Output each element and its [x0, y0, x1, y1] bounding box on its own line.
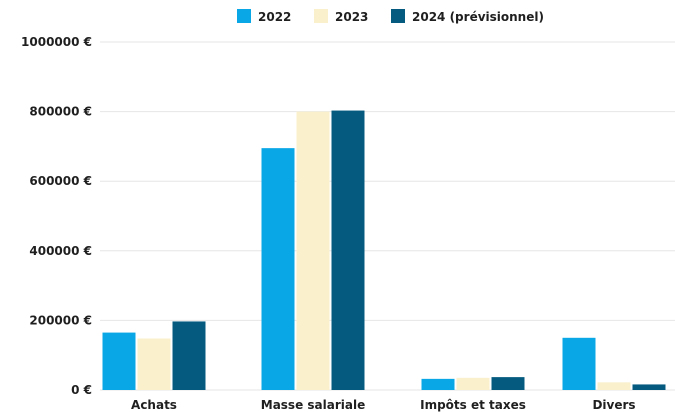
legend-swatch-2023	[314, 9, 328, 23]
x-category-label: Masse salariale	[261, 398, 365, 412]
y-tick-label: 200000 €	[29, 313, 92, 327]
bar-masse-salariale-2022	[261, 148, 295, 390]
y-tick-label: 600000 €	[29, 174, 92, 188]
bar-achats-2024-previsionnel	[172, 321, 206, 390]
bar-masse-salariale-2023	[296, 111, 330, 390]
legend-swatch-2022	[237, 9, 251, 23]
x-category-label: Impôts et taxes	[420, 398, 526, 412]
legend-label-2024-previsionnel: 2024 (prévisionnel)	[412, 10, 544, 24]
bar-impots-et-taxes-2023	[456, 377, 490, 390]
bar-achats-2023	[137, 338, 171, 390]
bar-masse-salariale-2024-previsionnel	[331, 110, 365, 390]
x-axis: Achats Masse salariale Impôts et taxes Dive…	[131, 398, 636, 412]
y-tick-label: 400000 €	[29, 244, 92, 258]
y-tick-label: 1000000 €	[21, 35, 92, 49]
y-tick-label: 800000 €	[29, 105, 92, 119]
legend-label-2023: 2023	[335, 10, 368, 24]
legend-swatch-2024-previsionnel	[391, 9, 405, 23]
bar-impots-et-taxes-2024-previsionnel	[491, 377, 525, 390]
bar-achats-2022	[102, 332, 136, 390]
legend-label-2022: 2022	[258, 10, 291, 24]
legend: 2022 2023 2024 (prévisionnel)	[237, 9, 544, 24]
bar-impots-et-taxes-2022	[421, 378, 455, 390]
x-category-label: Achats	[131, 398, 177, 412]
x-category-label: Divers	[592, 398, 635, 412]
y-axis: 0 € 200000 € 400000 € 600000 € 800000 € 10000…	[21, 35, 92, 397]
bar-divers-2023	[597, 382, 631, 390]
bar-divers-2024-previsionnel	[632, 384, 666, 390]
y-tick-label: 0 €	[71, 383, 92, 397]
bars	[102, 110, 666, 390]
bar-divers-2022	[562, 337, 596, 390]
